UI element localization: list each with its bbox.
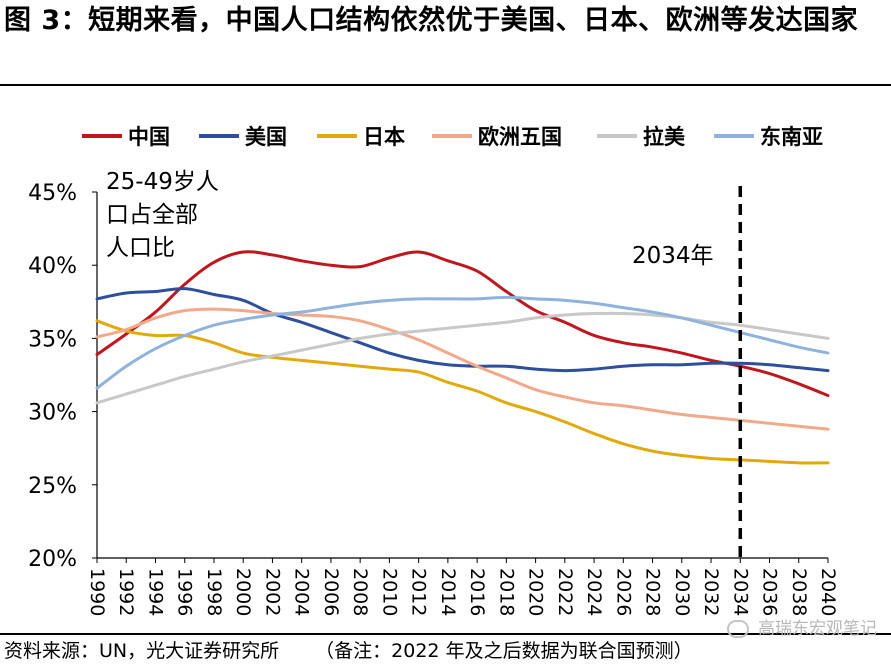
x-tick-label: 2008: [349, 568, 371, 616]
x-tick-label: 2028: [642, 568, 664, 616]
x-tick-label: 2020: [525, 568, 547, 616]
x-tick-label: 1992: [115, 568, 137, 616]
x-tick-label: 2032: [700, 568, 722, 616]
x-tick-label: 2030: [671, 568, 693, 616]
y-tick-label: 45%: [28, 181, 77, 206]
legend-label: 欧洲五国: [478, 125, 562, 149]
x-tick-label: 1996: [174, 568, 196, 616]
series-line-日本: [95, 319, 830, 465]
x-tick-label: 1990: [86, 568, 108, 616]
x-tick-label: 2002: [261, 568, 283, 616]
legend-label: 拉美: [643, 125, 685, 149]
x-tick-label: 1994: [144, 568, 166, 616]
annotation-line: 25-49岁人: [106, 169, 219, 195]
annotation-line: 口占全部: [106, 202, 198, 228]
x-tick-label: 2012: [408, 568, 430, 616]
line-chart: 20% 25% 30% 35% 40% 45% 1990 1992 1994 1996 1998 20…: [28, 125, 839, 616]
footer: 资料来源：UN，光大证券研究所 （备注：2022 年及之后数据为联合国预测）: [4, 638, 693, 664]
x-tick-label: 1998: [203, 568, 225, 616]
x-tick-label: 2014: [437, 568, 459, 616]
x-tick-label: 2018: [495, 568, 517, 616]
series-line-欧洲五国: [95, 307, 830, 431]
series-line-中国: [95, 250, 830, 397]
x-tick-label: 2036: [759, 568, 781, 616]
legend-label: 东南亚: [760, 125, 823, 149]
x-tick-label: 2024: [583, 568, 605, 616]
legend-label: 中国: [128, 125, 170, 149]
vline-label: 2034年: [632, 243, 714, 269]
y-tick-label: 40%: [28, 254, 77, 279]
x-tick-label: 2038: [788, 568, 810, 616]
series-line-拉美: [95, 311, 830, 405]
watermark: 高瑞东宏观笔记: [726, 614, 877, 639]
x-tick-label: 2022: [554, 568, 576, 616]
wechat-icon: [726, 620, 749, 638]
x-tick-label: 2026: [612, 568, 634, 616]
y-tick-label: 30%: [28, 401, 77, 426]
x-tick-label: 2006: [320, 568, 342, 616]
chart-title: 图 3：短期来看，中国人口结构依然优于美国、日本、欧洲等发达国家: [4, 5, 859, 36]
series-line-东南亚: [95, 295, 830, 390]
y-tick-label: 20%: [28, 547, 77, 572]
watermark-text: 高瑞东宏观笔记: [758, 619, 877, 639]
x-tick-label: 2004: [291, 568, 313, 616]
source-text: 资料来源：UN，光大证券研究所: [4, 640, 280, 662]
annotation-line: 人口比: [106, 235, 175, 261]
note-text: （备注：2022 年及之后数据为联合国预测）: [315, 640, 693, 662]
series-line-美国: [95, 287, 830, 373]
legend-label: 日本: [363, 125, 405, 149]
legend-label: 美国: [245, 125, 287, 149]
x-tick-label: 2034: [729, 568, 751, 616]
title-divider: [0, 84, 891, 86]
y-tick-label: 25%: [28, 474, 77, 499]
y-tick-label: 35%: [28, 327, 77, 352]
x-tick-label: 2010: [378, 568, 400, 616]
x-tick-label: 2000: [232, 568, 254, 616]
x-tick-label: 2040: [817, 568, 839, 616]
footer-divider: [0, 633, 891, 635]
x-tick-label: 2016: [466, 568, 488, 616]
